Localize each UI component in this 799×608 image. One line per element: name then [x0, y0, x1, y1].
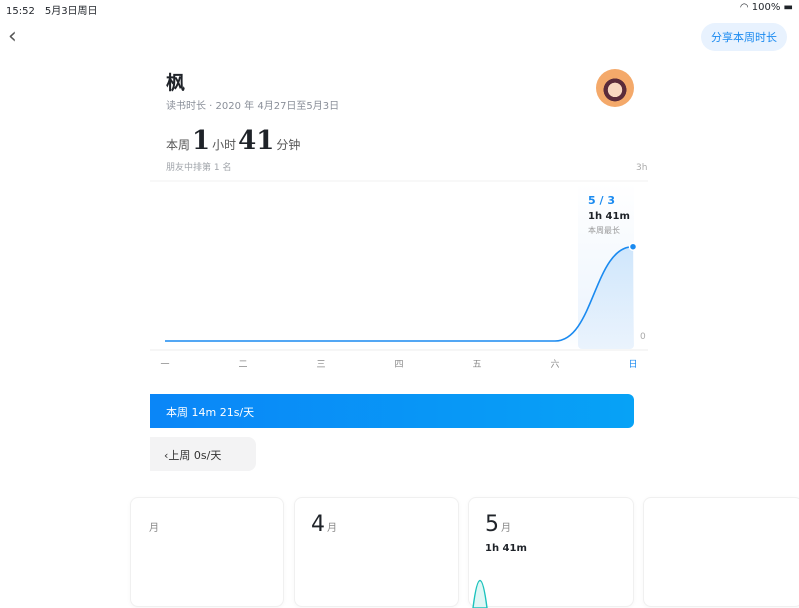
- minutes-unit: 分钟: [276, 138, 301, 152]
- date-range: 读书时长 · 2020 年 4月27日至5月3日: [166, 101, 340, 112]
- total-prefix: 本周: [166, 138, 191, 152]
- total-hours: 1: [192, 126, 211, 156]
- month-unit: 月: [327, 523, 337, 534]
- highlight-date: 5 / 3: [588, 194, 615, 207]
- wifi-icon: ◠: [739, 2, 749, 13]
- month-number: 5: [485, 512, 499, 537]
- x-tick-label[interactable]: 五: [472, 360, 481, 370]
- highlight-value: 1h 41m: [588, 211, 630, 222]
- y-tick-max: 3h: [636, 163, 647, 173]
- status-time: 15:52: [6, 6, 35, 17]
- month-card[interactable]: 月: [130, 497, 284, 607]
- month-sparkline: [472, 580, 488, 608]
- x-tick-label[interactable]: 六: [550, 358, 559, 370]
- highlight-note: 本周最长: [588, 225, 620, 235]
- battery-text: 100%: [751, 2, 781, 13]
- y-tick-zero: 0: [640, 332, 646, 342]
- status-bar: 15:52 5月3日周日 ◠ 100% ▬: [0, 0, 799, 17]
- series-line: [165, 245, 634, 342]
- month-card[interactable]: [643, 497, 799, 607]
- month-unit: 月: [501, 523, 511, 534]
- weekly-total: 本周 1 小时 41 分钟: [166, 126, 300, 156]
- weekly-chart: 5 / 3 1h 41m 本周最长 3h 0 一 二 三 四 五 六 日: [150, 163, 648, 370]
- avatar[interactable]: [596, 69, 634, 107]
- month-duration: 1h 41m: [485, 543, 527, 554]
- series-area: [555, 246, 633, 349]
- x-tick-label[interactable]: 三: [316, 360, 325, 370]
- hours-unit: 小时: [212, 138, 237, 152]
- x-tick-label[interactable]: 一: [160, 360, 169, 370]
- friend-rank: 朋友中排第 1 名: [166, 163, 232, 173]
- data-point-max: [628, 242, 638, 251]
- back-button[interactable]: ‹: [8, 24, 17, 49]
- month-number: 4: [311, 512, 325, 537]
- last-week-label: 上周 0s/天: [168, 449, 222, 462]
- status-date: 5月3日周日: [44, 6, 98, 17]
- user-name: 枫: [166, 72, 186, 94]
- last-week-button[interactable]: ‹上周 0s/天: [150, 437, 256, 471]
- month-unit: 月: [149, 523, 159, 534]
- this-week-average[interactable]: 本周 14m 21s/天: [150, 394, 634, 428]
- battery-icon: ▬: [783, 2, 793, 13]
- total-minutes: 41: [238, 126, 275, 156]
- x-tick-label[interactable]: 日: [628, 359, 637, 370]
- share-week-button[interactable]: 分享本周时长: [701, 23, 787, 51]
- x-tick-label[interactable]: 二: [238, 360, 247, 370]
- x-tick-label[interactable]: 四: [394, 360, 403, 370]
- month-card[interactable]: 5 月 1h 41m: [468, 497, 634, 608]
